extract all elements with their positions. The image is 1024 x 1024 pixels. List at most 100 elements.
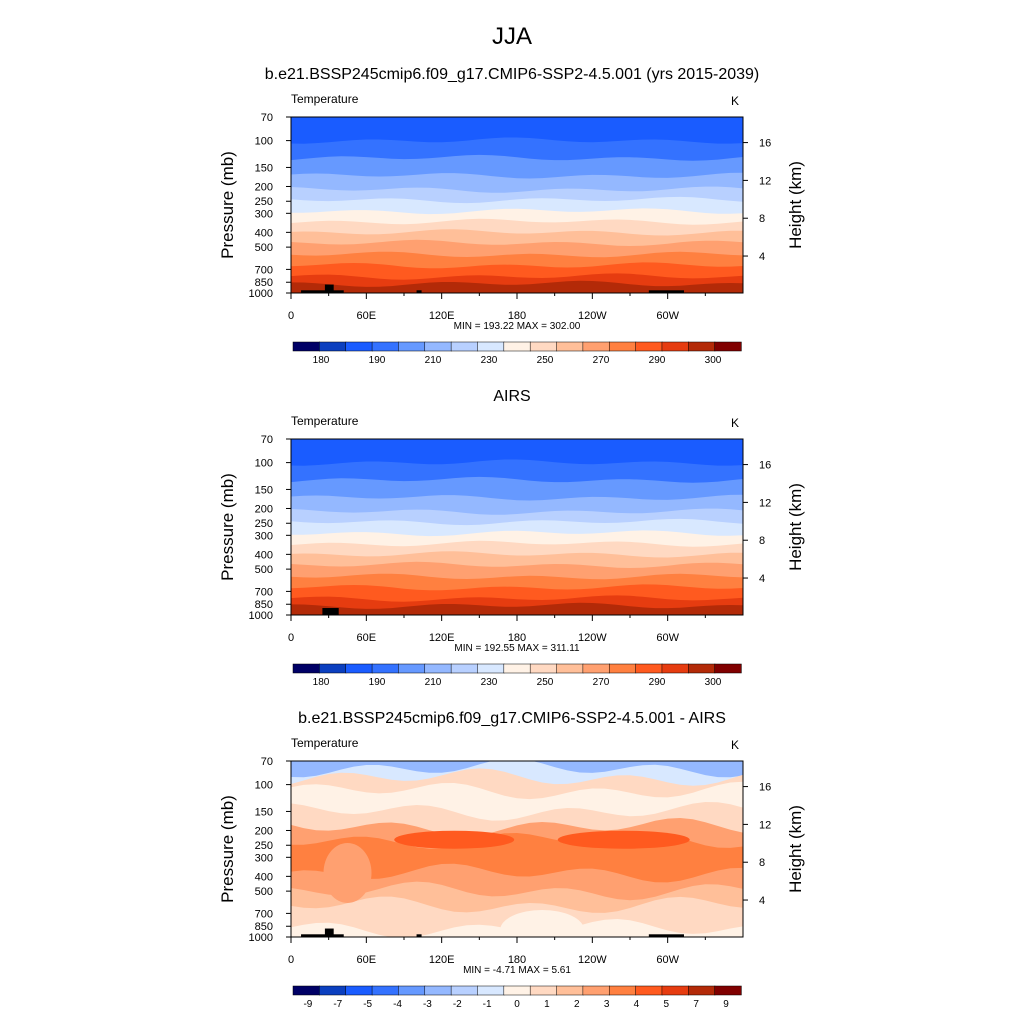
colorbar-label: 1 bbox=[544, 999, 550, 1010]
colorbar-label: -2 bbox=[453, 999, 462, 1010]
colorbar-swatch bbox=[688, 985, 716, 996]
colorbar-swatch bbox=[292, 663, 321, 674]
x-tick-label: 60W bbox=[656, 954, 679, 966]
x-tick-label: 60E bbox=[357, 310, 377, 322]
contour-band bbox=[291, 285, 743, 293]
colorbar-swatch bbox=[424, 985, 452, 996]
topography-mask bbox=[324, 928, 334, 937]
colorbar-swatch bbox=[398, 663, 426, 674]
colorbar-swatch bbox=[608, 663, 637, 674]
colorbar-label: 180 bbox=[313, 355, 330, 366]
colorbar-label: 230 bbox=[481, 677, 498, 688]
x-tick-label: 60E bbox=[357, 954, 377, 966]
colorbar-swatch bbox=[661, 985, 689, 996]
colorbar-swatch bbox=[688, 341, 716, 352]
y-tick-label: 100 bbox=[255, 136, 273, 148]
y-right-axis-title: Height (km) bbox=[786, 483, 805, 571]
topography-mask bbox=[301, 934, 344, 937]
colorbar-swatch bbox=[688, 663, 716, 674]
topography-mask bbox=[648, 934, 684, 937]
y-tick-label: 150 bbox=[255, 806, 273, 818]
y-tick-label: 700 bbox=[255, 908, 273, 920]
x-tick-label: 0 bbox=[288, 954, 294, 966]
topography-mask bbox=[416, 934, 422, 937]
colorbar-swatch bbox=[319, 663, 347, 674]
y-tick-label: 850 bbox=[255, 599, 273, 611]
contour-band bbox=[291, 607, 743, 615]
panel-1: b.e21.BSSP245cmip6.f09_g17.CMIP6-SSP2-4.… bbox=[218, 66, 805, 366]
colorbar-label: 210 bbox=[425, 355, 442, 366]
colorbar-swatch bbox=[477, 341, 505, 352]
colorbar-swatch bbox=[292, 985, 321, 996]
x-tick-label: 120E bbox=[429, 954, 455, 966]
colorbar-label: 250 bbox=[537, 355, 554, 366]
anomaly-region bbox=[394, 830, 515, 849]
y-tick-label: 700 bbox=[255, 264, 273, 276]
y-tick-label: 250 bbox=[255, 840, 273, 852]
colorbar-swatch bbox=[529, 663, 558, 674]
topography-mask bbox=[648, 290, 684, 293]
colorbar-label: 290 bbox=[649, 355, 666, 366]
colorbar-label: 210 bbox=[425, 677, 442, 688]
units-label: K bbox=[731, 94, 739, 108]
colorbar-swatch bbox=[319, 985, 347, 996]
y-tick-label: 700 bbox=[255, 586, 273, 598]
y-tick-label: 1000 bbox=[249, 610, 273, 622]
y-axis-title: Pressure (mb) bbox=[218, 151, 237, 259]
colorbar-label: 0 bbox=[514, 999, 520, 1010]
colorbar-swatch bbox=[714, 663, 742, 674]
y-right-tick-label: 16 bbox=[759, 460, 771, 472]
colorbar-label: 190 bbox=[369, 677, 386, 688]
y-tick-label: 500 bbox=[255, 564, 273, 576]
topography-mask bbox=[322, 608, 339, 615]
y-tick-label: 100 bbox=[255, 458, 273, 470]
colorbar-label: 2 bbox=[574, 999, 580, 1010]
y-tick-label: 850 bbox=[255, 921, 273, 933]
y-tick-label: 500 bbox=[255, 242, 273, 254]
colorbar-label: 180 bbox=[313, 677, 330, 688]
colorbar-swatch bbox=[661, 663, 689, 674]
colorbar-label: 230 bbox=[481, 355, 498, 366]
colorbar-swatch bbox=[635, 341, 663, 352]
anomaly-region bbox=[557, 830, 690, 849]
colorbar-label: 5 bbox=[664, 999, 670, 1010]
colorbar-swatch bbox=[398, 985, 426, 996]
units-label: K bbox=[731, 738, 739, 752]
y-right-tick-label: 4 bbox=[759, 895, 765, 907]
variable-label: Temperature bbox=[291, 736, 359, 750]
y-tick-label: 400 bbox=[255, 549, 273, 561]
contour-field bbox=[291, 439, 743, 615]
colorbar-label: 270 bbox=[593, 677, 610, 688]
y-tick-label: 150 bbox=[255, 162, 273, 174]
x-tick-label: 60W bbox=[656, 632, 679, 644]
x-tick-label: 120E bbox=[429, 310, 455, 322]
colorbar-label: 270 bbox=[593, 355, 610, 366]
y-tick-label: 70 bbox=[261, 434, 273, 446]
colorbar-swatch bbox=[582, 663, 610, 674]
y-tick-label: 250 bbox=[255, 518, 273, 530]
anomaly-region bbox=[323, 842, 372, 903]
y-tick-label: 400 bbox=[255, 227, 273, 239]
y-tick-label: 300 bbox=[255, 208, 273, 220]
topography-mask bbox=[416, 290, 422, 293]
y-right-axis-title: Height (km) bbox=[786, 805, 805, 893]
anomaly-region bbox=[485, 845, 529, 870]
colorbar-swatch bbox=[450, 985, 479, 996]
colorbar-swatch bbox=[319, 341, 347, 352]
variable-label: Temperature bbox=[291, 92, 359, 106]
x-tick-label: 0 bbox=[288, 632, 294, 644]
x-tick-label: 0 bbox=[288, 310, 294, 322]
colorbar-swatch bbox=[477, 985, 505, 996]
topography-mask bbox=[301, 290, 344, 293]
x-tick-label: 60E bbox=[357, 632, 377, 644]
colorbar-label: 9 bbox=[723, 999, 729, 1010]
colorbar-label: 250 bbox=[537, 677, 554, 688]
colorbar-label: 290 bbox=[649, 677, 666, 688]
colorbar-label: 7 bbox=[693, 999, 699, 1010]
y-right-tick-label: 16 bbox=[759, 138, 771, 150]
anomaly-region bbox=[977, 768, 1011, 788]
x-tick-label: 180 bbox=[508, 310, 526, 322]
y-right-tick-label: 4 bbox=[759, 251, 765, 263]
colorbar-swatch bbox=[556, 341, 584, 352]
